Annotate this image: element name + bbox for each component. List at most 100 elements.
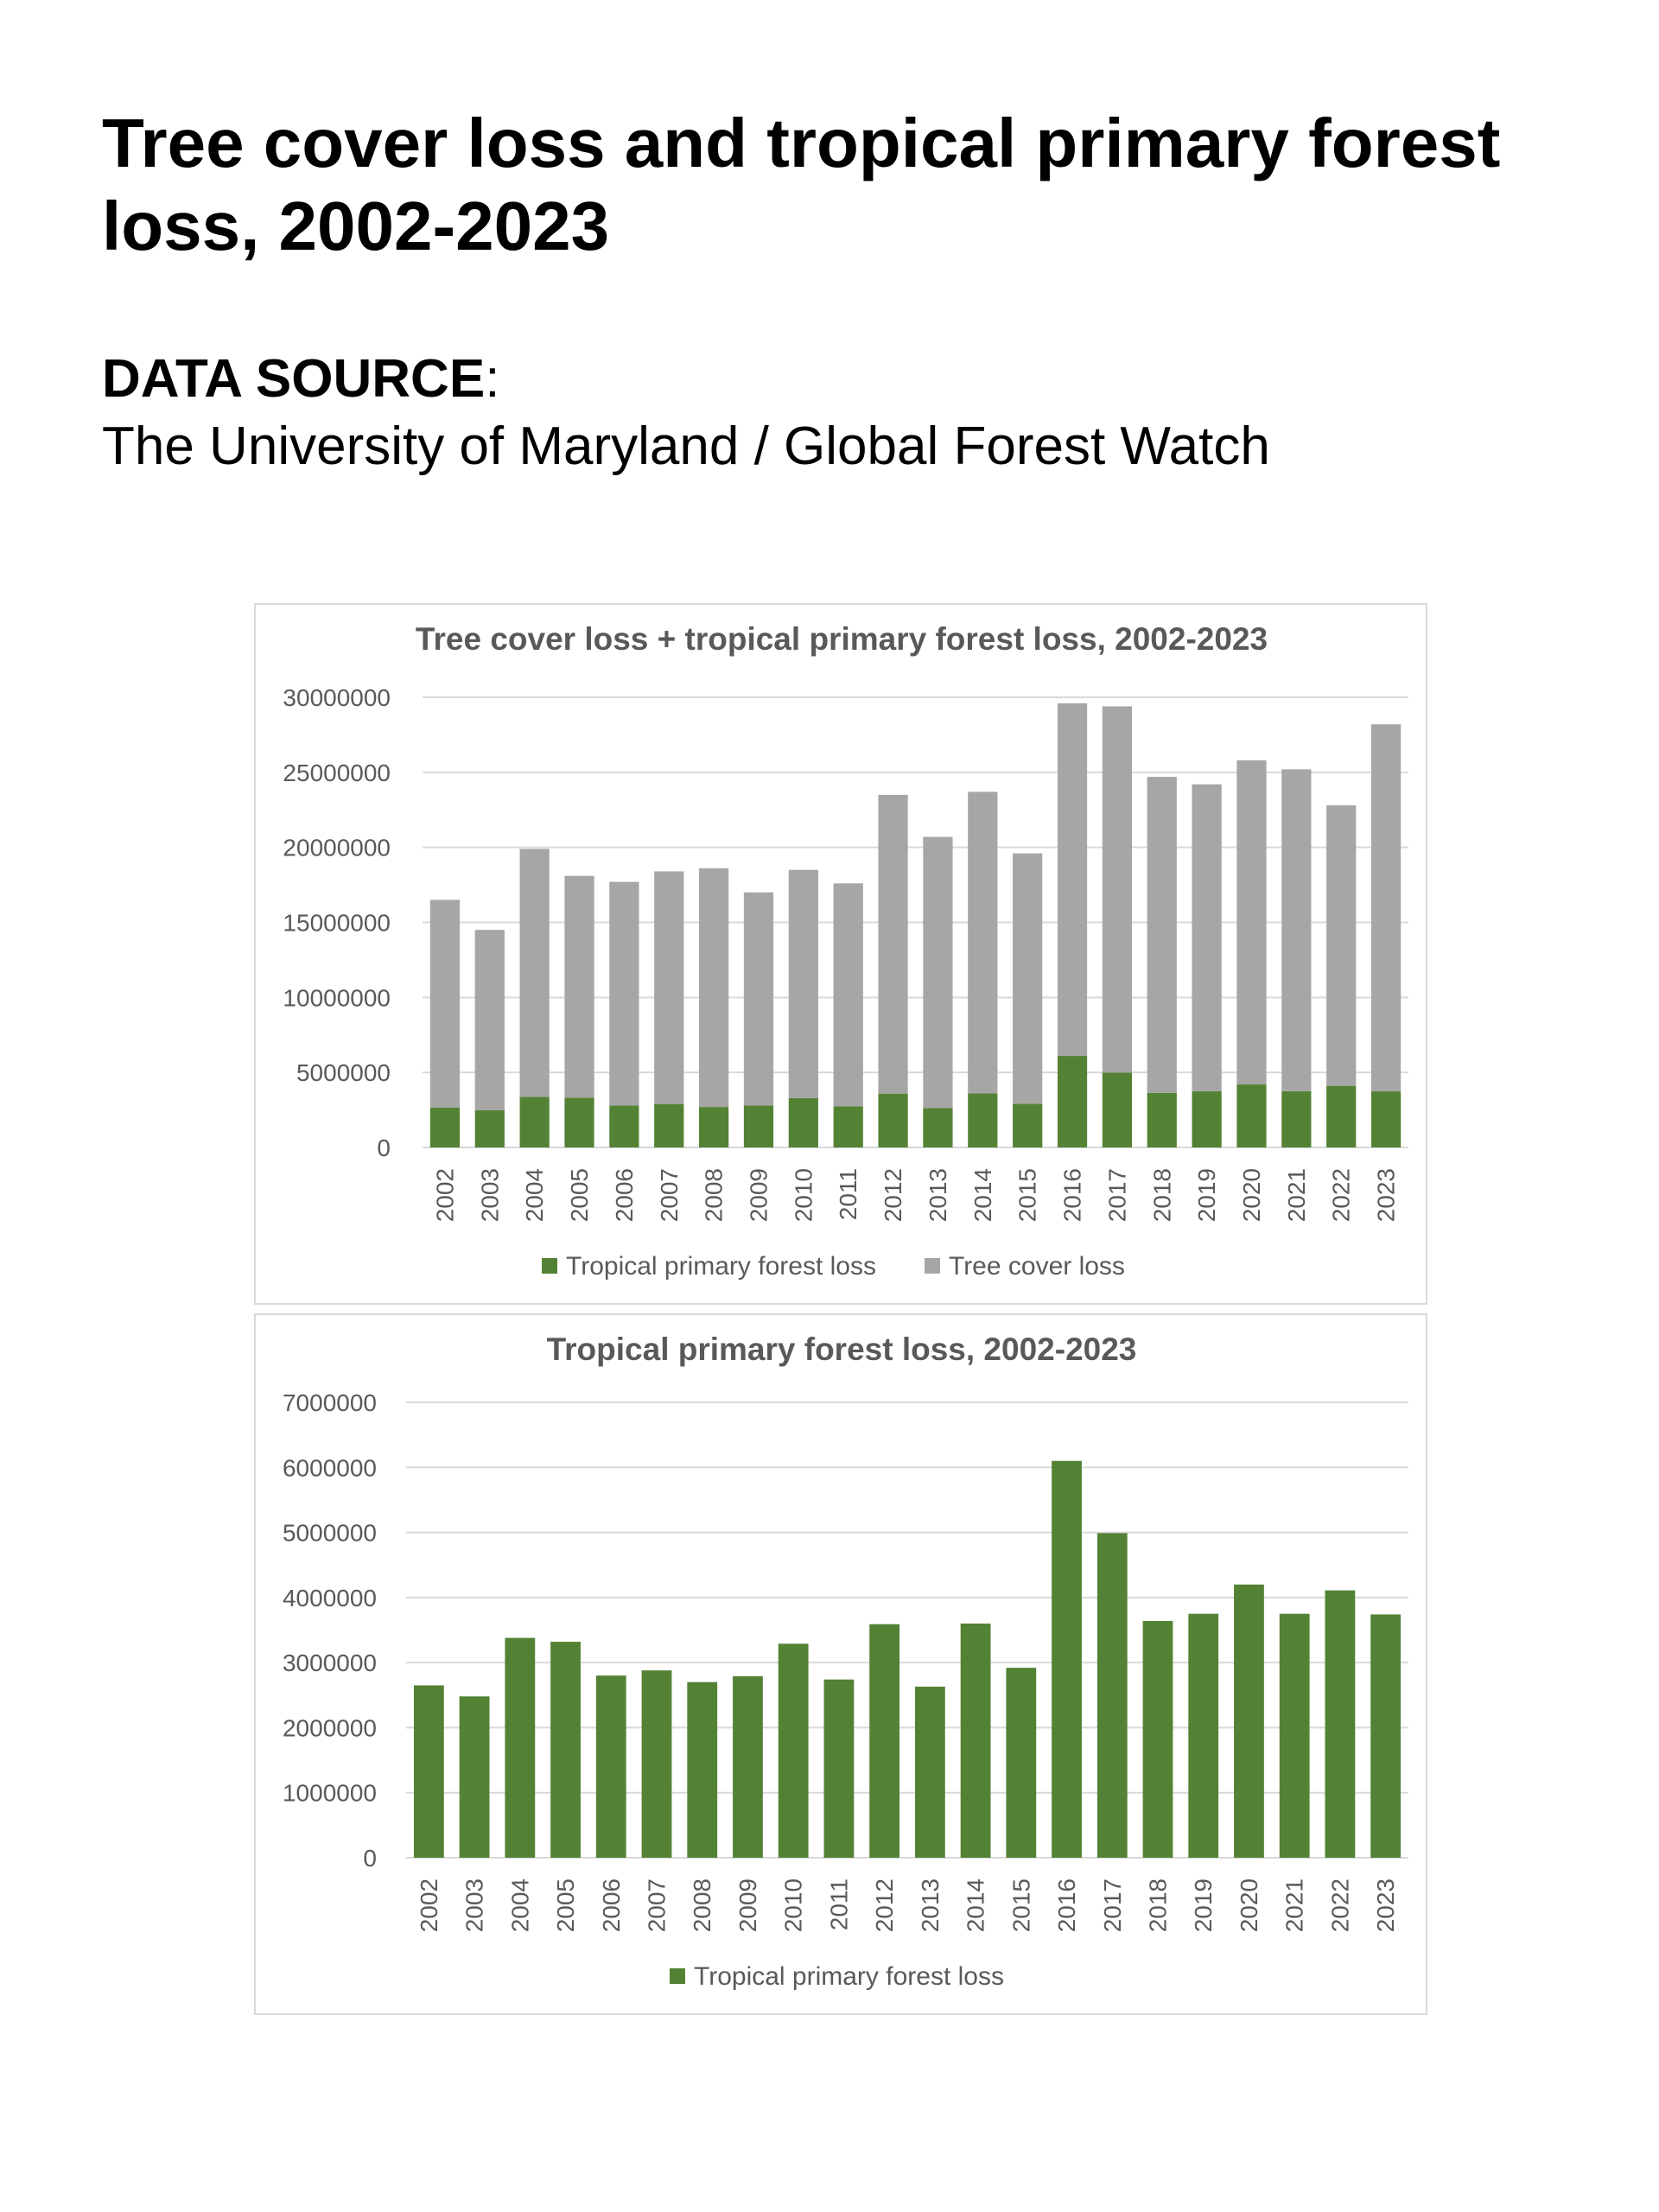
bar-tropical-2008	[698, 1107, 729, 1147]
bar-tree-cover-2005	[564, 875, 594, 1098]
bar-tropical-2010	[788, 1097, 818, 1147]
x-tick-label: 2019	[1193, 1168, 1220, 1222]
bar-tropical-2013	[923, 1108, 953, 1147]
bar-tropical-2012	[869, 1624, 900, 1858]
bar-tree-cover-2008	[698, 868, 729, 1108]
x-tick-label: 2020	[1238, 1168, 1265, 1222]
bar-tropical-2016	[1057, 1056, 1088, 1147]
bar-tree-cover-2011	[833, 883, 863, 1107]
bar-tree-cover-2016	[1057, 702, 1088, 1057]
bar-tropical-2009	[733, 1675, 763, 1858]
y-tick-label: 3000000	[283, 1649, 377, 1676]
bar-tropical-2017	[1096, 1533, 1128, 1858]
bar-tropical-2021	[1281, 1090, 1312, 1147]
bar-tropical-2018	[1147, 1092, 1177, 1147]
x-tick-label: 2008	[701, 1168, 728, 1222]
data-source-label: DATA SOURCE:	[102, 346, 499, 413]
x-tick-label: 2018	[1148, 1168, 1175, 1222]
x-tick-label: 2011	[835, 1168, 861, 1220]
bar-tropical-2015	[1006, 1668, 1037, 1858]
bar-tropical-2022	[1325, 1590, 1356, 1858]
legend-label: Tropical primary forest loss	[694, 1962, 1004, 1991]
bar-tropical-2005	[550, 1642, 581, 1858]
bar-tropical-2017	[1102, 1072, 1133, 1147]
x-tick-label: 2023	[1373, 1168, 1400, 1222]
legend-swatch	[924, 1258, 940, 1274]
y-tick-label: 0	[377, 1135, 391, 1161]
stacked-bar-chart-panel: Tree cover loss + tropical primary fores…	[254, 603, 1427, 1305]
y-tick-label: 25000000	[283, 760, 391, 786]
legend-swatch	[670, 1968, 685, 1984]
bar-tree-cover-2007	[654, 871, 684, 1104]
bar-tropical-2014	[960, 1623, 991, 1858]
y-tick-label: 20000000	[283, 835, 391, 861]
bar-tree-cover-2013	[923, 836, 953, 1109]
bar-tree-cover-2012	[878, 794, 908, 1094]
y-tick-label: 2000000	[283, 1714, 377, 1741]
bar-tropical-2020	[1234, 1584, 1264, 1858]
bar-tree-cover-2022	[1326, 805, 1357, 1086]
y-tick-label: 0	[363, 1845, 377, 1872]
x-tick-label: 2023	[1372, 1878, 1399, 1932]
x-tick-label: 2016	[1053, 1878, 1080, 1932]
bar-tree-cover-2019	[1192, 784, 1222, 1091]
bar-tree-cover-2006	[609, 881, 639, 1106]
x-tick-label: 2020	[1236, 1878, 1262, 1932]
x-tick-label: 2006	[598, 1878, 625, 1932]
y-tick-label: 4000000	[283, 1585, 377, 1611]
x-tick-label: 2006	[611, 1168, 638, 1222]
x-tick-label: 2012	[880, 1168, 906, 1222]
x-tick-label: 2004	[521, 1168, 548, 1222]
bar-tropical-2002	[413, 1685, 444, 1858]
bar-tree-cover-2018	[1147, 777, 1177, 1093]
x-tick-label: 2002	[431, 1168, 458, 1222]
legend-swatch	[542, 1258, 557, 1274]
data-source-text: The University of Maryland / Global Fore…	[102, 416, 1270, 476]
stacked-bar-chart: Tree cover loss + tropical primary fores…	[283, 621, 1408, 1281]
chart-title: Tree cover loss + tropical primary fores…	[416, 621, 1268, 657]
x-tick-label: 2022	[1326, 1878, 1353, 1932]
x-tick-label: 2022	[1328, 1168, 1355, 1222]
bar-tropical-2013	[914, 1686, 945, 1858]
bar-tropical-2016	[1052, 1460, 1082, 1858]
x-tick-label: 2003	[461, 1878, 488, 1932]
bar-tropical-2021	[1279, 1613, 1310, 1858]
bar-tropical-2010	[778, 1643, 809, 1858]
chart-title: Tropical primary forest loss, 2002-2023	[547, 1332, 1137, 1367]
data-source-colon: :	[485, 349, 500, 409]
legend-label: Tropical primary forest loss	[566, 1252, 876, 1281]
y-tick-label: 7000000	[283, 1389, 377, 1416]
bar-tropical-2012	[878, 1093, 908, 1147]
bar-tropical-2006	[609, 1105, 639, 1147]
x-tick-label: 2008	[689, 1878, 715, 1932]
bar-tropical-2002	[429, 1107, 461, 1147]
x-tick-label: 2012	[871, 1878, 898, 1932]
x-tick-label: 2016	[1059, 1168, 1086, 1222]
x-tick-label: 2019	[1190, 1878, 1217, 1932]
x-tick-label: 2018	[1145, 1878, 1172, 1932]
bar-tropical-2006	[595, 1675, 626, 1858]
bar-tropical-2019	[1188, 1613, 1219, 1858]
bar-tree-cover-2010	[788, 869, 818, 1098]
legend-label: Tree cover loss	[949, 1252, 1125, 1281]
x-tick-label: 2013	[917, 1878, 944, 1932]
y-tick-label: 5000000	[283, 1520, 377, 1547]
bar-tropical-2019	[1192, 1090, 1222, 1147]
y-tick-label: 5000000	[296, 1059, 391, 1086]
bar-tree-cover-2017	[1102, 706, 1133, 1073]
x-tick-label: 2014	[969, 1168, 996, 1222]
x-tick-label: 2009	[734, 1878, 761, 1932]
x-tick-label: 2015	[1007, 1878, 1034, 1932]
bar-tropical-2022	[1326, 1085, 1357, 1147]
bar-tropical-2007	[641, 1670, 672, 1858]
data-source-heading: DATA SOURCE	[102, 349, 486, 409]
x-tick-label: 2009	[745, 1168, 772, 1222]
bar-tropical-2004	[519, 1096, 550, 1147]
bar-tropical-2003	[474, 1109, 505, 1147]
bar-tree-cover-2003	[474, 930, 505, 1110]
x-tick-label: 2017	[1099, 1878, 1126, 1932]
tropical-bar-chart: Tropical primary forest loss, 2002-2023 0…	[283, 1332, 1408, 1991]
bar-tropical-2005	[564, 1097, 594, 1147]
x-tick-label: 2004	[506, 1878, 533, 1932]
x-tick-label: 2021	[1283, 1168, 1310, 1222]
